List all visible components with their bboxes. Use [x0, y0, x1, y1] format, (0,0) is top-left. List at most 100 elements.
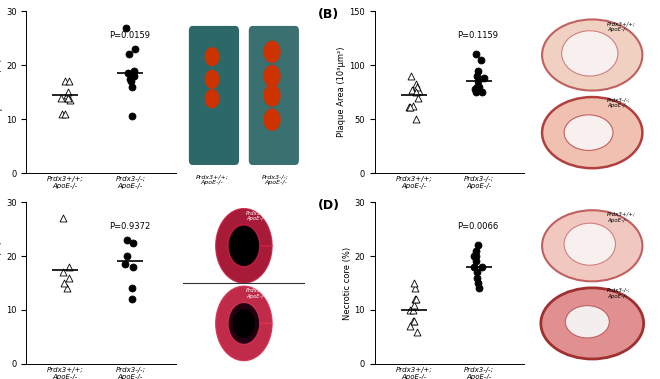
Point: [65, 97, 76, 103]
Point: [121, 25, 131, 31]
Point: [58, 269, 69, 275]
Text: Prdx3-/-;
ApoE-/-: Prdx3-/-; ApoE-/-: [246, 288, 269, 299]
Point: [127, 113, 137, 119]
Ellipse shape: [541, 288, 644, 359]
Polygon shape: [216, 208, 272, 283]
Text: Prdx3+/+;
ApoE-/-: Prdx3+/+; ApoE-/-: [607, 21, 636, 32]
Point: [410, 285, 420, 291]
Point: [471, 52, 481, 58]
Text: (B): (B): [318, 8, 339, 21]
Point: [404, 104, 414, 110]
Point: [407, 87, 418, 93]
Point: [59, 280, 69, 286]
Text: Prdx3+/+;
ApoE-/-: Prdx3+/+; ApoE-/-: [246, 210, 274, 221]
Circle shape: [264, 41, 280, 62]
Point: [63, 95, 73, 101]
Circle shape: [264, 66, 280, 86]
Point: [473, 84, 484, 90]
Point: [408, 318, 418, 324]
Point: [59, 78, 70, 85]
Text: Prdx3-/-;
ApoE-/-: Prdx3-/-; ApoE-/-: [607, 288, 630, 299]
FancyBboxPatch shape: [249, 26, 299, 165]
Point: [62, 285, 73, 291]
FancyBboxPatch shape: [189, 26, 239, 165]
Point: [411, 329, 422, 335]
Circle shape: [216, 208, 272, 283]
Point: [124, 52, 135, 58]
Point: [120, 261, 131, 267]
Point: [411, 84, 422, 90]
Point: [405, 104, 415, 110]
Y-axis label: Plaque Area (%): Plaque Area (%): [0, 58, 3, 126]
Text: P=0.1159: P=0.1159: [457, 31, 498, 40]
Text: P=0.0159: P=0.0159: [109, 31, 150, 40]
Point: [411, 116, 422, 122]
Point: [408, 307, 418, 313]
Point: [127, 285, 137, 291]
Text: P=0.0066: P=0.0066: [457, 222, 498, 230]
Ellipse shape: [542, 210, 642, 281]
Point: [125, 76, 135, 82]
Ellipse shape: [564, 223, 616, 265]
Point: [121, 253, 132, 259]
Circle shape: [264, 109, 280, 130]
Point: [122, 70, 133, 77]
Point: [405, 323, 415, 329]
Point: [62, 92, 73, 98]
Circle shape: [264, 85, 280, 106]
Point: [411, 296, 421, 302]
Ellipse shape: [562, 31, 618, 76]
Point: [59, 111, 70, 117]
Text: Prdx3-/-;
ApoE-/-: Prdx3-/-; ApoE-/-: [262, 175, 289, 185]
Ellipse shape: [566, 305, 609, 338]
Point: [471, 253, 481, 259]
Point: [409, 280, 420, 286]
Polygon shape: [216, 286, 272, 360]
Point: [127, 296, 137, 302]
Point: [56, 111, 67, 117]
Point: [122, 237, 133, 243]
Point: [471, 247, 482, 254]
Point: [63, 89, 74, 95]
Point: [472, 84, 482, 90]
Point: [127, 264, 138, 270]
Ellipse shape: [542, 19, 642, 91]
Point: [477, 264, 488, 270]
Point: [64, 78, 75, 85]
Point: [408, 103, 418, 109]
Point: [469, 253, 479, 259]
Point: [56, 95, 67, 101]
Point: [470, 86, 480, 92]
Circle shape: [233, 309, 255, 338]
Point: [129, 67, 139, 74]
Point: [411, 296, 422, 302]
Text: Prdx3-/-;
ApoE-/-: Prdx3-/-; ApoE-/-: [607, 97, 630, 108]
Point: [409, 318, 420, 324]
Point: [470, 89, 480, 95]
Point: [409, 302, 420, 308]
Circle shape: [229, 226, 259, 265]
Point: [469, 264, 479, 270]
Point: [411, 89, 421, 95]
Point: [473, 67, 483, 74]
Point: [473, 78, 484, 85]
Point: [477, 89, 488, 95]
Circle shape: [205, 90, 219, 108]
Point: [471, 274, 482, 280]
Point: [63, 95, 73, 101]
Point: [478, 75, 489, 81]
Point: [475, 57, 486, 63]
Point: [471, 269, 482, 275]
Point: [413, 88, 424, 94]
Y-axis label: MOMA2 content (%): MOMA2 content (%): [0, 241, 3, 325]
Point: [473, 280, 483, 286]
Point: [127, 84, 137, 90]
Circle shape: [205, 70, 219, 88]
Ellipse shape: [542, 97, 642, 168]
Point: [58, 215, 69, 221]
Text: P=0.9372: P=0.9372: [109, 222, 150, 230]
Point: [63, 274, 74, 280]
Point: [471, 258, 481, 265]
Point: [473, 242, 483, 248]
Point: [412, 95, 423, 101]
